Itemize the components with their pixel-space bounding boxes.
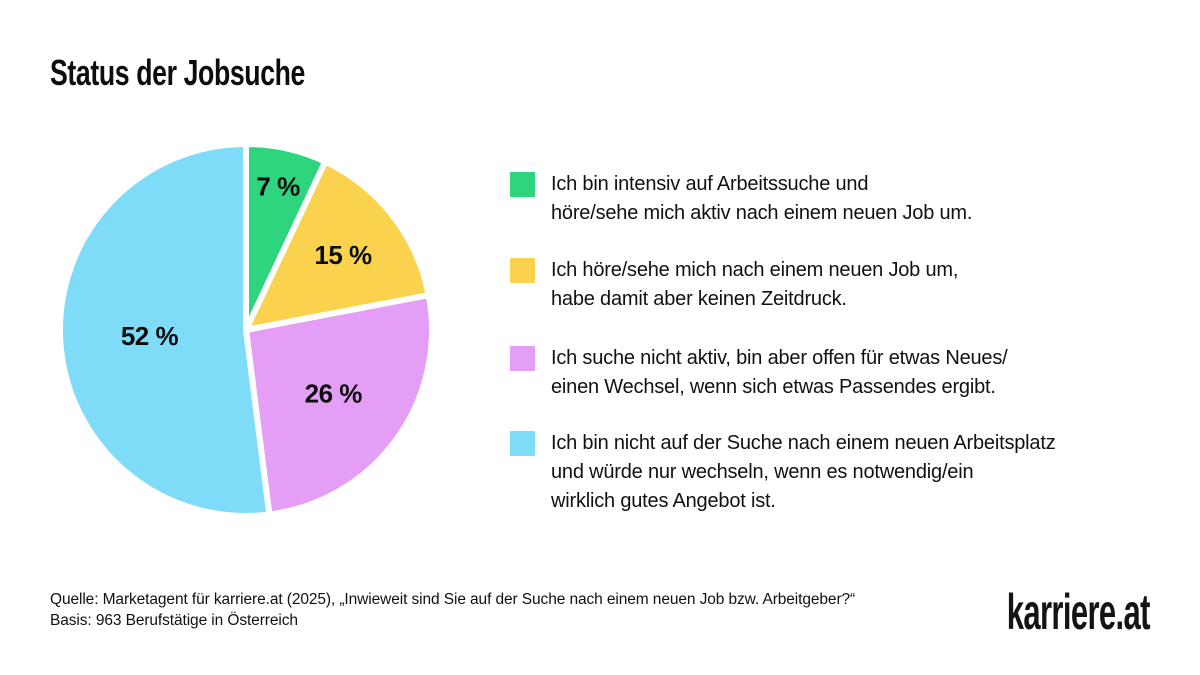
legend-swatch <box>510 346 535 371</box>
legend-item: Ich bin intensiv auf Arbeitssuche und hö… <box>510 170 972 228</box>
legend-item: Ich suche nicht aktiv, bin aber offen fü… <box>510 344 1008 402</box>
footer: Quelle: Marketagent für karriere.at (202… <box>50 589 855 631</box>
legend-swatch <box>510 258 535 283</box>
legend-label: Ich bin nicht auf der Suche nach einem n… <box>551 432 1056 512</box>
legend-item: Ich höre/sehe mich nach einem neuen Job … <box>510 256 958 314</box>
pie-chart-container: 7 % 15 % 26 % 52 % <box>36 120 456 540</box>
legend-label: Ich bin intensiv auf Arbeitssuche und hö… <box>551 173 973 224</box>
pie-value-label-intensiv-auf-arbeitssuche: 7 % <box>256 172 300 202</box>
pie-slice-umhoeren-ohne-zeitdruck <box>240 157 433 335</box>
legend-swatch <box>510 172 535 197</box>
legend-label: Ich suche nicht aktiv, bin aber offen fü… <box>551 347 1008 398</box>
karriere-at-logo: karriere.at <box>1006 584 1151 640</box>
legend-label: Ich höre/sehe mich nach einem neuen Job … <box>551 259 959 310</box>
legend-swatch <box>510 431 535 456</box>
legend-item: Ich bin nicht auf der Suche nach einem n… <box>510 429 1056 516</box>
page-title: Status der Jobsuche <box>50 52 305 93</box>
pie-slice-nicht-aktiv-aber-offen <box>242 291 435 518</box>
pie-value-label-umhoeren-ohne-zeitdruck: 15 % <box>314 240 372 270</box>
pie-value-label-nicht-auf-der-suche: 52 % <box>121 321 179 351</box>
pie-value-label-nicht-aktiv-aber-offen: 26 % <box>305 378 363 408</box>
pie-chart: 7 % 15 % 26 % 52 % <box>56 140 435 519</box>
basis-note: Basis: 963 Berufstätige in Österreich <box>50 612 298 629</box>
pie-slice-nicht-auf-der-suche <box>56 140 273 519</box>
source-note: Quelle: Marketagent für karriere.at (202… <box>50 591 856 608</box>
